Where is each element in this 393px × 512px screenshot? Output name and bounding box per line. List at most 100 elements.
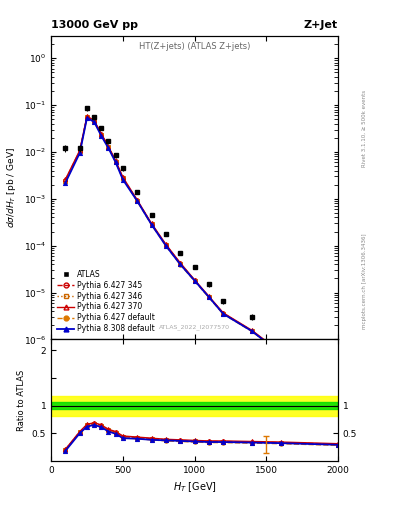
Pythia 6.427 370 (278, 349, 283, 355)
Pythia 8.308 default (250, 328, 254, 334)
Pythia 6.427 default (120, 176, 125, 182)
Pythia 6.427 default (84, 115, 89, 121)
Pythia 6.427 default (163, 243, 168, 249)
Text: Rivet 3.1.10, ≥ 500k events: Rivet 3.1.10, ≥ 500k events (362, 90, 367, 166)
Pythia 8.308 default (106, 145, 111, 151)
Pythia 6.427 346 (135, 198, 140, 204)
Pythia 8.308 default (149, 222, 154, 228)
Pythia 8.308 default (278, 350, 283, 356)
Pythia 6.427 default (63, 179, 68, 185)
Pythia 6.427 370 (207, 293, 211, 300)
Pythia 8.308 default (92, 119, 97, 125)
Pythia 6.427 default (278, 350, 283, 356)
Pythia 8.308 default (207, 294, 211, 300)
Pythia 6.427 345 (106, 143, 111, 150)
Pythia 6.427 346 (336, 379, 340, 386)
Pythia 6.427 default (178, 262, 182, 268)
Pythia 6.427 default (135, 198, 140, 204)
Pythia 6.427 346 (149, 221, 154, 227)
Pythia 6.427 370 (149, 220, 154, 226)
Pythia 8.308 default (77, 150, 82, 156)
Line: Pythia 6.427 345: Pythia 6.427 345 (64, 115, 340, 384)
Line: Pythia 8.308 default: Pythia 8.308 default (63, 116, 340, 385)
Pythia 6.427 346 (192, 278, 197, 284)
Text: ATLAS_2022_I2077570: ATLAS_2022_I2077570 (159, 325, 230, 330)
Pythia 8.308 default (99, 133, 104, 139)
X-axis label: $H_T$ [GeV]: $H_T$ [GeV] (173, 480, 217, 494)
Line: Pythia 6.427 346: Pythia 6.427 346 (64, 116, 340, 385)
Pythia 6.427 370 (113, 158, 118, 164)
Text: mcplots.cern.ch [arXiv:1306.3436]: mcplots.cern.ch [arXiv:1306.3436] (362, 234, 367, 329)
Pythia 6.427 345 (207, 294, 211, 300)
Pythia 6.427 default (92, 119, 97, 125)
Pythia 6.427 370 (163, 241, 168, 247)
Line: Pythia 6.427 default: Pythia 6.427 default (64, 116, 340, 385)
Text: HT(Z+jets) (ATLAS Z+jets): HT(Z+jets) (ATLAS Z+jets) (139, 42, 250, 51)
Pythia 6.427 346 (250, 328, 254, 334)
Pythia 6.427 370 (63, 176, 68, 182)
Text: 13000 GeV pp: 13000 GeV pp (51, 20, 138, 30)
Pythia 6.427 370 (250, 327, 254, 333)
Pythia 8.308 default (192, 278, 197, 284)
Pythia 6.427 345 (163, 242, 168, 248)
Pythia 8.308 default (113, 159, 118, 165)
Pythia 8.308 default (163, 243, 168, 249)
Pythia 6.427 370 (77, 147, 82, 154)
Pythia 6.427 default (99, 132, 104, 138)
Pythia 6.427 370 (84, 113, 89, 119)
Pythia 6.427 346 (113, 159, 118, 165)
Pythia 8.308 default (178, 261, 182, 267)
Pythia 6.427 345 (149, 221, 154, 227)
Pythia 6.427 346 (221, 310, 226, 316)
Pythia 6.427 345 (192, 278, 197, 284)
Pythia 6.427 default (77, 149, 82, 155)
Pythia 6.427 370 (221, 310, 226, 316)
Pythia 6.427 345 (135, 198, 140, 204)
Pythia 6.427 370 (178, 260, 182, 266)
Pythia 6.427 370 (106, 143, 111, 150)
Pythia 6.427 346 (92, 118, 97, 124)
Pythia 6.427 345 (113, 158, 118, 164)
Pythia 8.308 default (135, 198, 140, 204)
Pythia 6.427 default (221, 311, 226, 317)
Pythia 8.308 default (63, 180, 68, 186)
Pythia 6.427 370 (192, 276, 197, 283)
Pythia 6.427 345 (84, 114, 89, 120)
Pythia 6.427 370 (336, 379, 340, 385)
Pythia 6.427 default (250, 328, 254, 334)
Pythia 6.427 345 (77, 148, 82, 154)
Pythia 8.308 default (221, 311, 226, 317)
Pythia 8.308 default (120, 177, 125, 183)
Pythia 6.427 370 (120, 174, 125, 180)
Pythia 6.427 346 (106, 144, 111, 150)
Pythia 6.427 345 (221, 310, 226, 316)
Y-axis label: Ratio to ATLAS: Ratio to ATLAS (17, 370, 26, 431)
Pythia 6.427 346 (77, 148, 82, 155)
Pythia 6.427 370 (99, 131, 104, 137)
Pythia 6.427 346 (178, 261, 182, 267)
Pythia 6.427 default (106, 144, 111, 151)
Pythia 6.427 345 (92, 118, 97, 124)
Pythia 6.427 346 (99, 132, 104, 138)
Pythia 6.427 345 (120, 175, 125, 181)
Pythia 8.308 default (84, 115, 89, 121)
Pythia 6.427 345 (278, 350, 283, 356)
Pythia 6.427 370 (135, 197, 140, 203)
Text: Z+Jet: Z+Jet (304, 20, 338, 30)
Pythia 6.427 345 (63, 177, 68, 183)
Pythia 6.427 346 (207, 294, 211, 300)
Pythia 6.427 346 (84, 114, 89, 120)
Pythia 6.427 370 (92, 117, 97, 123)
Pythia 6.427 345 (336, 379, 340, 385)
Pythia 6.427 346 (163, 242, 168, 248)
Pythia 6.427 346 (120, 175, 125, 181)
Pythia 6.427 345 (250, 328, 254, 334)
Line: Pythia 6.427 370: Pythia 6.427 370 (63, 114, 340, 384)
Pythia 6.427 346 (278, 350, 283, 356)
Pythia 8.308 default (336, 379, 340, 386)
Pythia 6.427 default (149, 222, 154, 228)
Pythia 6.427 default (207, 294, 211, 301)
Y-axis label: $d\sigma/dH_T$ [pb / GeV]: $d\sigma/dH_T$ [pb / GeV] (5, 147, 18, 228)
Pythia 6.427 346 (63, 178, 68, 184)
Pythia 6.427 default (336, 380, 340, 386)
